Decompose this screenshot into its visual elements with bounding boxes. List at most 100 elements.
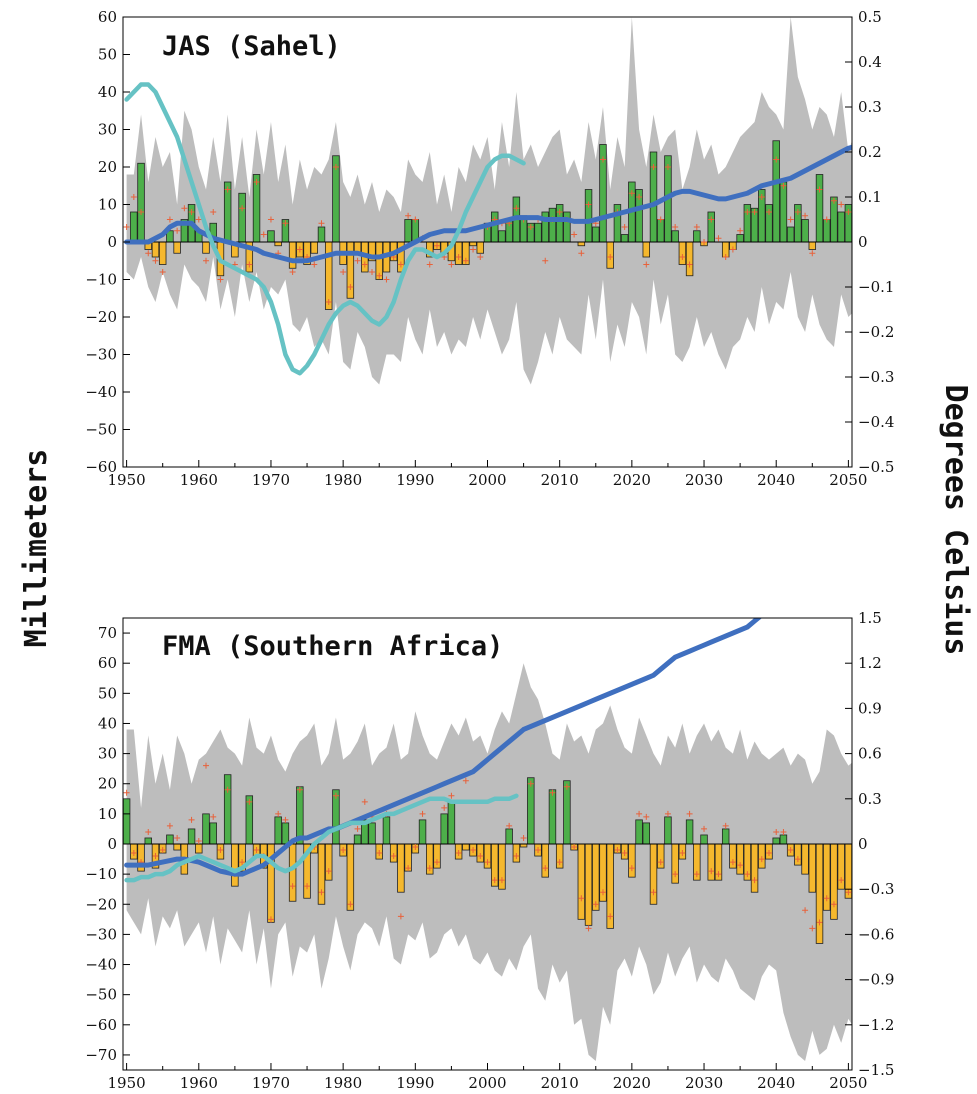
- plus-marker: [715, 871, 722, 878]
- left-tick-label: 40: [98, 714, 117, 732]
- plus-marker: [347, 901, 354, 908]
- left-tick-label: −50: [85, 986, 117, 1004]
- bar-negative: [512, 843, 521, 863]
- plus-marker: [643, 813, 650, 820]
- bar-positive: [202, 813, 210, 845]
- plus-marker: [203, 762, 210, 769]
- bar-negative: [736, 843, 744, 875]
- model-mean-line: [124, 144, 852, 264]
- bar-positive: [447, 801, 456, 845]
- plus-marker: [614, 847, 621, 854]
- plus-marker: [737, 862, 744, 869]
- plus-marker: [737, 227, 744, 234]
- right-tick-label: −0.1: [858, 278, 894, 296]
- bar-positive: [592, 226, 600, 243]
- plus-marker: [643, 261, 650, 268]
- left-tick-label: −10: [85, 271, 117, 289]
- bar-negative: [397, 843, 405, 893]
- plus-marker: [542, 865, 549, 872]
- plus-marker: [166, 216, 173, 223]
- x-tick-label: 2050: [829, 1074, 867, 1089]
- right-tick-label: −0.5: [858, 458, 894, 476]
- plus-marker: [296, 246, 303, 253]
- plus-marker: [462, 257, 469, 264]
- bar-positive: [505, 828, 513, 845]
- plus-marker: [282, 220, 289, 227]
- bar-negative: [151, 241, 160, 258]
- plus-marker: [376, 272, 383, 279]
- plus-marker: [217, 847, 224, 854]
- right-tick-label: 1.5: [858, 609, 882, 627]
- left-tick-label: −30: [85, 346, 117, 364]
- plus-marker: [239, 859, 246, 866]
- plus-marker: [751, 877, 758, 884]
- plus-marker: [224, 786, 231, 793]
- bar-negative: [649, 843, 658, 905]
- bar-positive: [527, 777, 535, 845]
- bar-negative: [592, 843, 600, 911]
- right-axis-label: Degrees Celsius: [938, 385, 973, 656]
- plus-marker: [585, 201, 592, 208]
- bar-negative: [671, 843, 679, 884]
- x-tick-label: 2050: [829, 471, 867, 489]
- plus-marker: [599, 889, 606, 896]
- plus-marker: [686, 810, 693, 817]
- plus-marker: [412, 844, 419, 851]
- bar-positive: [404, 219, 412, 243]
- bar-positive: [881, 171, 888, 242]
- left-tick-label: −50: [85, 421, 117, 439]
- bar-positive: [274, 816, 282, 845]
- plus-marker: [758, 194, 765, 200]
- bar-negative: [830, 843, 838, 920]
- plus-marker: [816, 919, 823, 926]
- plus-marker: [621, 850, 628, 857]
- bar-negative: [317, 843, 326, 905]
- plus-marker: [477, 254, 484, 260]
- plus-marker: [527, 780, 534, 787]
- panel-title: FMA (Southern Africa): [162, 631, 503, 662]
- plus-marker: [470, 847, 477, 854]
- plus-marker: [195, 837, 202, 844]
- left-tick-label: −30: [85, 925, 117, 943]
- bar-negative: [707, 843, 715, 881]
- bar-positive: [772, 140, 780, 243]
- bar-negative: [288, 843, 297, 902]
- plus-marker: [845, 209, 852, 215]
- plus-marker: [556, 209, 563, 215]
- plus-marker: [433, 242, 440, 249]
- plus-marker: [470, 246, 477, 253]
- x-tick-label: 2020: [613, 471, 651, 489]
- bar-positive: [635, 819, 643, 845]
- bar-positive: [823, 219, 831, 243]
- plus-marker: [585, 925, 592, 932]
- left-tick-label: 60: [98, 8, 117, 26]
- plus-marker: [867, 232, 873, 238]
- right-tick-label: 0: [858, 233, 868, 251]
- plus-marker: [816, 186, 823, 193]
- plus-marker: [203, 257, 210, 264]
- plus-marker: [383, 276, 390, 283]
- plus-marker: [708, 868, 715, 875]
- panel-southern-africa: −70−60−50−40−30−20−10010203040506070−1.5…: [85, 609, 894, 1092]
- plus-marker: [765, 850, 772, 857]
- plus-marker: [715, 235, 722, 242]
- bar-negative: [808, 843, 817, 893]
- right-tick-label: 0.3: [858, 98, 882, 116]
- plus-marker: [794, 856, 801, 863]
- plus-marker: [491, 877, 498, 884]
- plus-marker: [794, 209, 801, 215]
- plus-marker: [874, 910, 880, 916]
- bar-positive: [642, 822, 651, 845]
- plus-marker: [845, 889, 852, 896]
- plus-marker: [123, 789, 130, 796]
- right-tick-label: 0.4: [858, 53, 882, 71]
- left-tick-label: 0: [107, 835, 117, 853]
- bar-positive: [815, 174, 824, 243]
- bar-negative: [231, 843, 239, 887]
- plus-marker: [130, 194, 137, 200]
- plus-marker: [664, 810, 671, 817]
- bar-positive: [166, 834, 174, 845]
- plus-marker: [181, 205, 188, 212]
- plus-marker: [693, 871, 700, 878]
- plus-marker: [145, 250, 152, 257]
